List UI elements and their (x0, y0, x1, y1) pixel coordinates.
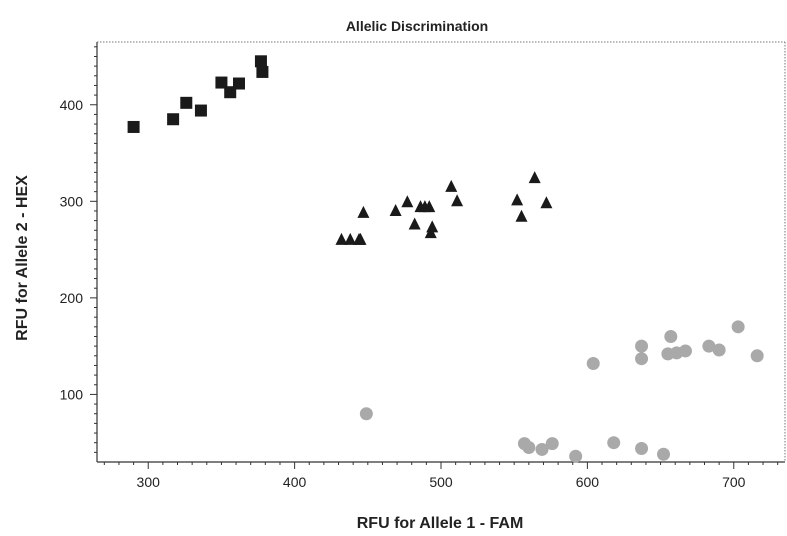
circle-point (712, 343, 726, 357)
circle-point (731, 320, 745, 334)
square-point (232, 77, 245, 90)
y-axis-label: RFU for Allele 2 - HEX (14, 175, 31, 341)
circle-point (535, 442, 549, 456)
square-point (167, 113, 180, 126)
x-tick-label: 600 (576, 474, 600, 490)
triangle-point (426, 220, 439, 233)
y-tick-label: 300 (60, 193, 84, 209)
y-tick-label: 200 (60, 290, 84, 306)
square-point (215, 76, 228, 89)
square-point (254, 55, 267, 68)
triangle-point (389, 203, 402, 216)
triangle-point (344, 232, 357, 245)
circle-point (657, 447, 671, 461)
circle-point (607, 436, 621, 450)
circle-point (702, 339, 716, 353)
circle-point (750, 349, 764, 363)
circle-point (359, 407, 373, 421)
triangle-point (515, 209, 528, 222)
chart-title: Allelic Discrimination (346, 18, 488, 34)
circle-point (664, 329, 678, 343)
circle-point (635, 339, 649, 353)
y-tick-label: 400 (60, 97, 84, 113)
circle-point (586, 357, 600, 371)
y-tick-label: 100 (60, 386, 84, 402)
triangle-point (540, 196, 553, 209)
x-tick-label: 500 (429, 474, 453, 490)
triangle-point (354, 232, 367, 245)
triangle-point (445, 179, 458, 192)
triangle-point (423, 200, 436, 213)
square-point (256, 65, 269, 78)
triangle-point (408, 217, 421, 230)
data-points (127, 55, 764, 463)
circle-point (522, 441, 536, 455)
x-axis-label: RFU for Allele 1 - FAM (357, 515, 524, 532)
circle-point (678, 344, 692, 358)
triangle-point (357, 205, 370, 218)
x-tick-label: 400 (283, 474, 307, 490)
circle-point (545, 437, 559, 451)
circle-point (635, 352, 649, 366)
circle-point (569, 449, 583, 463)
triangle-point (451, 194, 464, 207)
circle-point (635, 441, 649, 455)
axis-ticks: 300 400 500 600 700 100 200 300 400 (60, 46, 779, 490)
square-point (180, 96, 193, 109)
square-point (194, 104, 207, 117)
triangle-point (401, 195, 414, 208)
triangle-point (511, 193, 524, 206)
x-tick-label: 700 (722, 474, 746, 490)
square-point (127, 120, 140, 133)
triangle-point (528, 171, 541, 184)
x-tick-label: 300 (137, 474, 161, 490)
triangle-point (335, 232, 348, 245)
